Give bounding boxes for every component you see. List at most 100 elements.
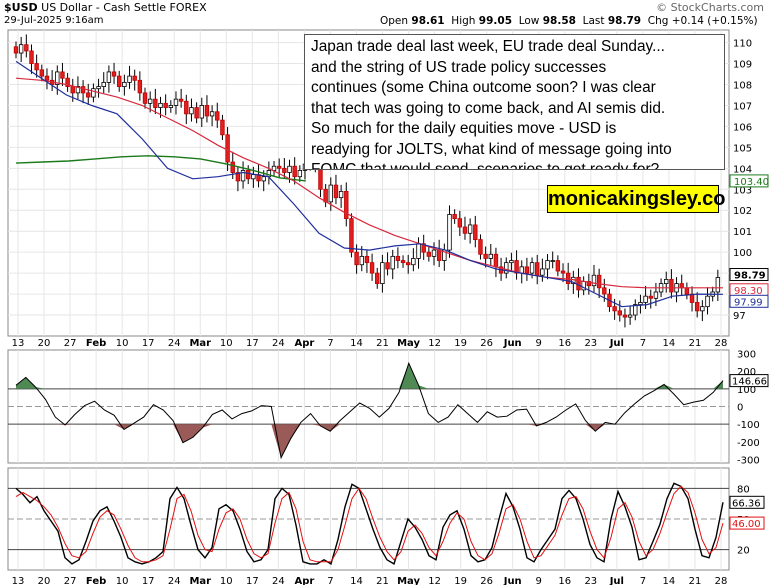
commentary-line: that tech was going to come back, and AI… bbox=[311, 99, 666, 117]
low-value: 98.58 bbox=[542, 15, 576, 27]
candle-body bbox=[633, 304, 638, 316]
x-tick-label: 19 bbox=[454, 576, 467, 585]
candle-body bbox=[292, 165, 297, 178]
candle-body bbox=[111, 71, 117, 77]
x-tick-label: Apr bbox=[294, 338, 314, 349]
candle-body bbox=[75, 86, 81, 94]
candle-body bbox=[235, 172, 241, 182]
osc-value-box bbox=[729, 374, 769, 388]
candle bbox=[60, 62, 65, 86]
candle-body bbox=[514, 260, 519, 274]
x-tick-label: 16 bbox=[558, 338, 571, 349]
candle bbox=[457, 210, 463, 237]
candle bbox=[504, 257, 509, 279]
candle bbox=[431, 242, 437, 266]
x-tick-label: 21 bbox=[376, 576, 389, 585]
candle-body bbox=[612, 306, 617, 312]
y-tick-label: 101 bbox=[733, 227, 752, 238]
candle bbox=[452, 209, 457, 224]
candle bbox=[235, 166, 241, 192]
candle-body bbox=[297, 170, 303, 178]
candle-body bbox=[596, 274, 602, 289]
x-tick-label: 21 bbox=[689, 338, 702, 349]
candle-body bbox=[106, 71, 112, 83]
candle-body bbox=[276, 165, 282, 169]
candle bbox=[163, 94, 168, 116]
candle bbox=[540, 258, 545, 282]
candle-body bbox=[209, 111, 215, 117]
candle-body bbox=[694, 302, 700, 312]
candle-body bbox=[354, 251, 359, 266]
symbol: $USD bbox=[4, 1, 38, 14]
candle bbox=[416, 237, 421, 269]
last-value: 98.79 bbox=[607, 15, 642, 27]
stoch-value-box bbox=[729, 516, 765, 530]
candle bbox=[395, 247, 401, 269]
x-tick-label: 19 bbox=[454, 338, 467, 349]
candle bbox=[106, 65, 112, 93]
chart-title: $USD US Dollar - Cash Settle FOREX bbox=[4, 1, 207, 14]
chg-label: Chg bbox=[647, 15, 669, 27]
candle-body bbox=[251, 174, 256, 180]
candle-body bbox=[473, 224, 478, 240]
candle bbox=[550, 251, 555, 269]
candle bbox=[178, 88, 184, 108]
stochastic-panel bbox=[8, 482, 729, 565]
candle bbox=[380, 254, 385, 293]
brand-label: monicakingsley.co bbox=[547, 185, 725, 213]
commentary-line: continues (some China outcome soon? I wa… bbox=[311, 79, 656, 96]
x-tick-label: 28 bbox=[715, 338, 728, 349]
candle-body bbox=[204, 105, 210, 117]
candle-body bbox=[457, 218, 463, 228]
candle bbox=[142, 87, 148, 109]
candle bbox=[375, 267, 380, 289]
candle-body bbox=[576, 276, 581, 291]
candle-body bbox=[34, 63, 39, 71]
chg-value: +0.14 (+0.15%) bbox=[671, 15, 758, 27]
candle-body bbox=[627, 314, 633, 318]
candle bbox=[524, 257, 530, 281]
open-value: 98.61 bbox=[411, 15, 445, 27]
candle bbox=[209, 105, 215, 127]
candle bbox=[473, 215, 478, 248]
candle bbox=[256, 164, 261, 188]
candle-body bbox=[178, 98, 184, 102]
x-tick-label: 23 bbox=[584, 576, 597, 585]
x-tick-label: 12 bbox=[428, 576, 441, 585]
candle-body bbox=[700, 306, 705, 312]
candle-body bbox=[591, 274, 597, 287]
candle bbox=[669, 269, 674, 299]
candle bbox=[91, 83, 96, 103]
osc-line bbox=[15, 361, 724, 460]
candle-body bbox=[545, 260, 550, 270]
x-tick-label: 10 bbox=[220, 576, 233, 585]
candle-body bbox=[540, 268, 545, 276]
low-label: Low bbox=[518, 15, 540, 27]
candle-body bbox=[70, 86, 75, 94]
price-tag-label: 98.30 bbox=[734, 286, 763, 297]
candle-body bbox=[65, 77, 70, 87]
open-label: Open bbox=[380, 15, 409, 27]
candle-body bbox=[602, 287, 607, 295]
price-tag-label: 97.99 bbox=[734, 297, 763, 308]
candle-body bbox=[467, 224, 473, 234]
high-label: High bbox=[451, 15, 476, 27]
candle bbox=[111, 62, 117, 84]
candle bbox=[591, 264, 597, 293]
candle-body bbox=[101, 81, 106, 87]
x-tick-label: 14 bbox=[663, 576, 676, 585]
x-tick-label: Feb bbox=[86, 576, 106, 585]
candle bbox=[344, 182, 349, 227]
candle-body bbox=[653, 291, 659, 299]
candle bbox=[581, 276, 586, 296]
candle-body bbox=[13, 46, 19, 54]
candle-body bbox=[24, 44, 29, 52]
candle-body bbox=[158, 102, 163, 108]
candle bbox=[462, 216, 468, 240]
x-tick-label: 14 bbox=[663, 338, 676, 349]
candle-body bbox=[91, 88, 96, 98]
candle-body bbox=[380, 262, 385, 285]
candle-body bbox=[375, 272, 380, 285]
x-tick-label: Jun bbox=[503, 338, 522, 349]
stoch-value-label: 66.36 bbox=[732, 498, 761, 509]
